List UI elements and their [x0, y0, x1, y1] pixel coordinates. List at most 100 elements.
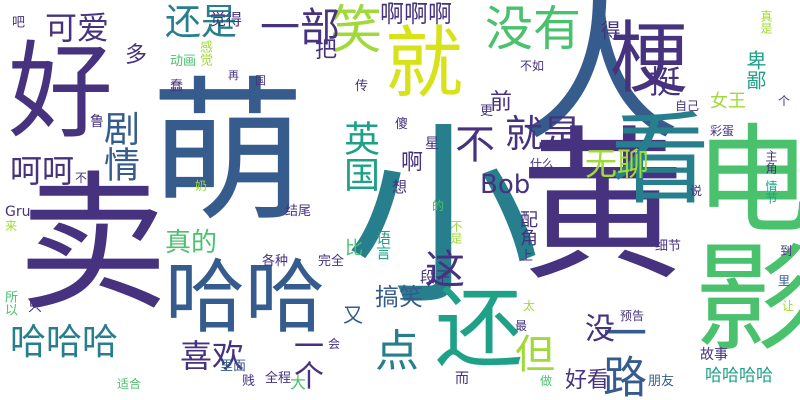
word-68: 星: [425, 136, 439, 152]
word-19: 剧情: [98, 110, 139, 182]
word-77: 说: [690, 184, 703, 198]
word-71: Gru: [5, 204, 31, 220]
word-97: 做: [540, 374, 553, 388]
word-73: 只: [28, 299, 42, 315]
word-99: 再: [228, 69, 239, 82]
word-83: 想: [392, 178, 408, 196]
word-66: 不如: [520, 59, 545, 73]
word-52: 动画: [170, 54, 197, 69]
word-80: 让: [782, 299, 795, 313]
word-54: 各种: [262, 254, 289, 269]
word-57: 里面: [220, 359, 247, 374]
word-53: 感觉: [197, 40, 212, 66]
word-46: 啊: [397, 150, 422, 172]
word-48: 比: [345, 238, 363, 259]
word-86: 而: [455, 371, 469, 387]
word-1: 小: [345, 104, 540, 331]
word-9: 哈哈: [165, 251, 325, 344]
word-18: 真是: [759, 10, 773, 34]
word-30: 一个: [288, 330, 323, 390]
word-28: 哈哈哈: [10, 322, 119, 363]
word-6: 就: [385, 19, 464, 109]
word-10: 还: [435, 277, 524, 380]
word-89: 适合: [117, 377, 142, 391]
word-47: 又: [343, 303, 363, 327]
word-43: 得: [597, 20, 621, 40]
word-2: 黄: [520, 111, 685, 303]
word-14: 一部: [260, 5, 340, 51]
word-55: 完全: [318, 254, 345, 269]
word-24: 挺: [644, 65, 682, 97]
word-7: 看: [610, 101, 710, 218]
word-79: 里: [778, 274, 791, 288]
word-63: 彩蛋: [710, 124, 735, 138]
word-59: 朋友: [648, 374, 675, 389]
word-16: 可爱: [45, 9, 110, 47]
word-67: 傻: [395, 117, 409, 132]
word-84: 太: [523, 299, 536, 313]
word-75: 吧: [9, 15, 24, 28]
word-21: 就是: [505, 112, 582, 156]
word-33: 一路: [595, 310, 646, 398]
word-93: 情节: [764, 180, 778, 204]
word-25: 卑鄙: [743, 50, 767, 90]
word-90: 奶: [195, 179, 208, 193]
word-11: 梗: [610, 14, 689, 104]
word-92: 蠢: [170, 79, 184, 94]
word-95: 的: [432, 199, 445, 213]
word-62: 预告: [620, 309, 645, 323]
word-69: 传: [355, 79, 369, 94]
word-38: 好看: [565, 368, 610, 393]
word-40: 多: [125, 43, 148, 68]
word-91: 不过: [75, 171, 100, 185]
word-13: 没有: [485, 1, 582, 57]
word-39: 哈哈哈哈: [705, 366, 773, 386]
word-94: 主角: [764, 150, 778, 174]
word-44: 女王: [710, 91, 746, 112]
word-58: 全程: [265, 371, 292, 386]
word-82: 更: [480, 104, 494, 119]
word-20: 呵呵: [10, 152, 75, 190]
word-23: 不: [455, 122, 495, 168]
word-100: 国: [255, 74, 266, 87]
word-32: 但: [515, 332, 555, 378]
word-8: 电影: [674, 118, 800, 354]
word-61: 细节: [655, 239, 682, 254]
word-42: 前: [490, 90, 513, 115]
word-74: 来: [5, 219, 18, 233]
word-78: 到: [780, 244, 793, 258]
word-60: 故事: [700, 347, 728, 363]
word-64: 什么: [530, 157, 555, 171]
word-35: 这: [425, 247, 465, 293]
word-29: 喜欢: [180, 337, 245, 375]
word-65: 自己: [675, 99, 700, 113]
word-22: 英国: [338, 120, 379, 192]
word-98: 会: [328, 337, 341, 351]
word-36: 真的: [165, 228, 218, 258]
word-3: 人: [520, 0, 681, 163]
word-17: 啊啊啊: [380, 0, 452, 28]
word-56: 结尾: [285, 204, 312, 219]
word-27: 无聊: [585, 145, 650, 183]
word-0: 萌: [150, 62, 305, 243]
word-41: 把: [315, 38, 338, 63]
word-96: 不是: [449, 220, 463, 244]
word-72: 所以: [2, 290, 17, 316]
word-15: 还是: [165, 2, 238, 43]
word-12: 笑: [330, 1, 383, 61]
word-37: 搞笑: [375, 283, 423, 311]
word-70: 鲁: [90, 114, 104, 130]
word-34: 没: [585, 312, 615, 347]
word-49: 配角: [517, 210, 538, 246]
word-51: 段子: [420, 268, 451, 286]
word-88: 贱: [242, 374, 256, 389]
word-26: Bob: [480, 170, 531, 200]
word-76: 个: [778, 94, 791, 108]
word-87: 大: [290, 373, 307, 392]
word-81: 上: [520, 249, 534, 264]
word-50: 语言: [374, 230, 392, 260]
word-31: 点: [375, 326, 419, 377]
word-45: 觉得: [210, 10, 243, 29]
word-4: 卖: [18, 158, 169, 332]
